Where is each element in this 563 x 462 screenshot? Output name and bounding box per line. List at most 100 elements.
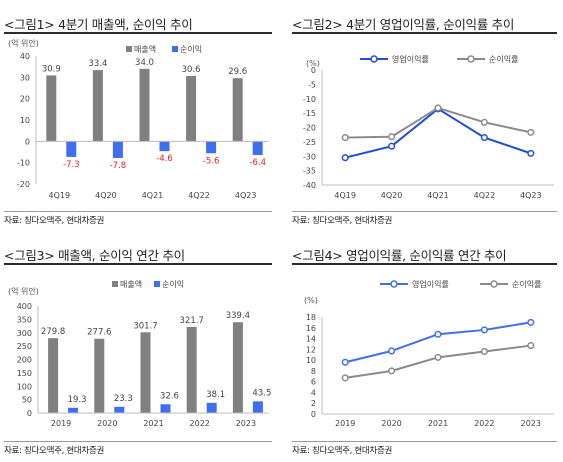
bar [114, 406, 125, 413]
x-tick-label: 2022 [474, 419, 494, 428]
y-tick-label: 20 [20, 95, 30, 104]
data-label: 279.8 [41, 327, 65, 337]
bar [112, 141, 123, 158]
data-label: 30.6 [182, 65, 201, 75]
y-tick-label: -35 [303, 167, 316, 176]
data-point [434, 330, 442, 338]
y-tick-label: -20 [303, 124, 316, 133]
y-tick-label: 40 [20, 52, 30, 61]
data-label: 301.7 [133, 321, 157, 331]
legend-marker [390, 280, 398, 288]
data-label: 339.4 [226, 311, 250, 321]
data-label: 43.5 [252, 388, 271, 398]
data-label: 321.7 [180, 316, 204, 326]
chart-title: <그림4> 영업이익률, 순이익률 연간 추이 [292, 248, 507, 263]
x-tick-label: 4Q22 [474, 191, 496, 200]
unit-label: (%) [306, 59, 320, 68]
x-tick-label: 4Q23 [520, 191, 542, 200]
bar [46, 75, 57, 142]
annual-sales-profit-chart: (억 위안) 0 50 100 150 200 250 300 350 400 매출액 순이익 279.… [8, 279, 271, 428]
y-tick-label: 400 [17, 302, 32, 311]
y-tick-label: 100 [17, 382, 32, 391]
chart-title: <그림1> 4분기 매출액, 순이익 추이 [4, 17, 193, 32]
x-tick-label: 2020 [381, 419, 401, 428]
bar [68, 407, 79, 413]
unit-label: (억 위안) [8, 286, 39, 296]
data-point [527, 318, 535, 326]
y-tick-label: -10 [303, 95, 316, 104]
data-label: -4.6 [156, 154, 173, 164]
data-label: 23.3 [114, 394, 133, 404]
x-tick-label: 2021 [428, 419, 448, 428]
bar [92, 70, 103, 142]
bar [232, 322, 243, 413]
y-tick-label: 6 [311, 378, 316, 387]
legend-label: 순이익 [162, 279, 184, 289]
legend-label: 순이익 [180, 44, 202, 54]
data-point [480, 118, 488, 126]
y-tick-label: 200 [17, 356, 32, 365]
legend-swatch [112, 281, 118, 287]
y-tick-label: 16 [306, 324, 316, 333]
legend-swatch [154, 281, 160, 287]
x-tick-label: 4Q20 [381, 191, 403, 200]
y-tick-label: 0 [25, 137, 30, 146]
data-point [341, 134, 349, 142]
legend-label: 영업이익률 [412, 279, 449, 289]
y-tick-label: 50 [22, 396, 32, 405]
data-point [434, 104, 442, 112]
title-rule [292, 263, 557, 265]
y-tick-label: 4 [311, 388, 316, 397]
source-rule [292, 211, 557, 212]
source-rule [4, 211, 272, 212]
data-point [341, 154, 349, 162]
bar [186, 76, 197, 142]
source-note: 자료: 칭다오맥주, 현대차증권 [4, 446, 105, 456]
x-tick-label: 4Q19 [334, 191, 356, 200]
source-rule [4, 441, 272, 442]
y-tick-label: -20 [17, 180, 30, 189]
series-line [345, 106, 532, 139]
legend-marker [370, 55, 378, 63]
chart-title: <그림2> 4분기 영업이익률, 순이익률 추이 [292, 17, 515, 32]
y-tick-label: -10 [17, 159, 30, 168]
source-note: 자료: 칭다오맥주, 현대차증권 [292, 446, 393, 456]
y-tick-label: 0 [27, 409, 32, 418]
data-point [480, 326, 488, 334]
x-tick-label: 2019 [51, 419, 71, 428]
quarterly-margin-chart: (%)0 -5 -10 -15 -20 -25 -30 -35 -40 영업이익률 순이익률 4Q19… [303, 54, 554, 200]
y-tick-label: 10 [306, 356, 316, 365]
y-tick-label: 8 [311, 367, 316, 376]
bar [206, 402, 217, 413]
bar [252, 141, 263, 155]
legend-label: 순이익률 [512, 279, 541, 289]
y-tick-label: 350 [17, 315, 32, 324]
chart-panel-1: <그림1> 4분기 매출액, 순이익 추이 (억 위안) -20 -10 0 10 20 3… [4, 0, 276, 232]
legend-label: 영업이익률 [392, 54, 429, 64]
quarterly-sales-profit-chart: (억 위안) -20 -10 0 10 20 30 40 매출액 순이익 30.9 -7.3 4Q19 3… [8, 38, 269, 200]
data-point [388, 367, 396, 375]
data-label: -5.6 [203, 156, 220, 166]
legend-marker [467, 55, 475, 63]
x-tick-label: 4Q21 [142, 191, 164, 200]
data-label: 32.6 [160, 391, 179, 401]
x-tick-label: 2023 [236, 419, 256, 428]
legend-label: 매출액 [134, 44, 156, 54]
y-tick-label: 18 [306, 313, 316, 322]
data-point [480, 134, 488, 142]
x-tick-label: 4Q22 [188, 191, 210, 200]
chart-panel-2: <그림2> 4분기 영업이익률, 순이익률 추이 (%) 0 -5 -10 -15 -20… [292, 0, 560, 232]
x-tick-label: 2021 [143, 419, 163, 428]
data-label: 33.4 [88, 59, 107, 69]
data-label: -6.4 [249, 158, 266, 168]
bar [140, 332, 151, 413]
y-tick-label: 250 [17, 342, 32, 351]
bar [159, 141, 170, 152]
y-tick-label: 2 [311, 399, 316, 408]
x-tick-label: 2019 [335, 419, 355, 428]
x-tick-label: 2022 [190, 419, 210, 428]
data-point [480, 347, 488, 356]
data-point [434, 353, 442, 361]
data-label: 38.1 [206, 390, 225, 400]
